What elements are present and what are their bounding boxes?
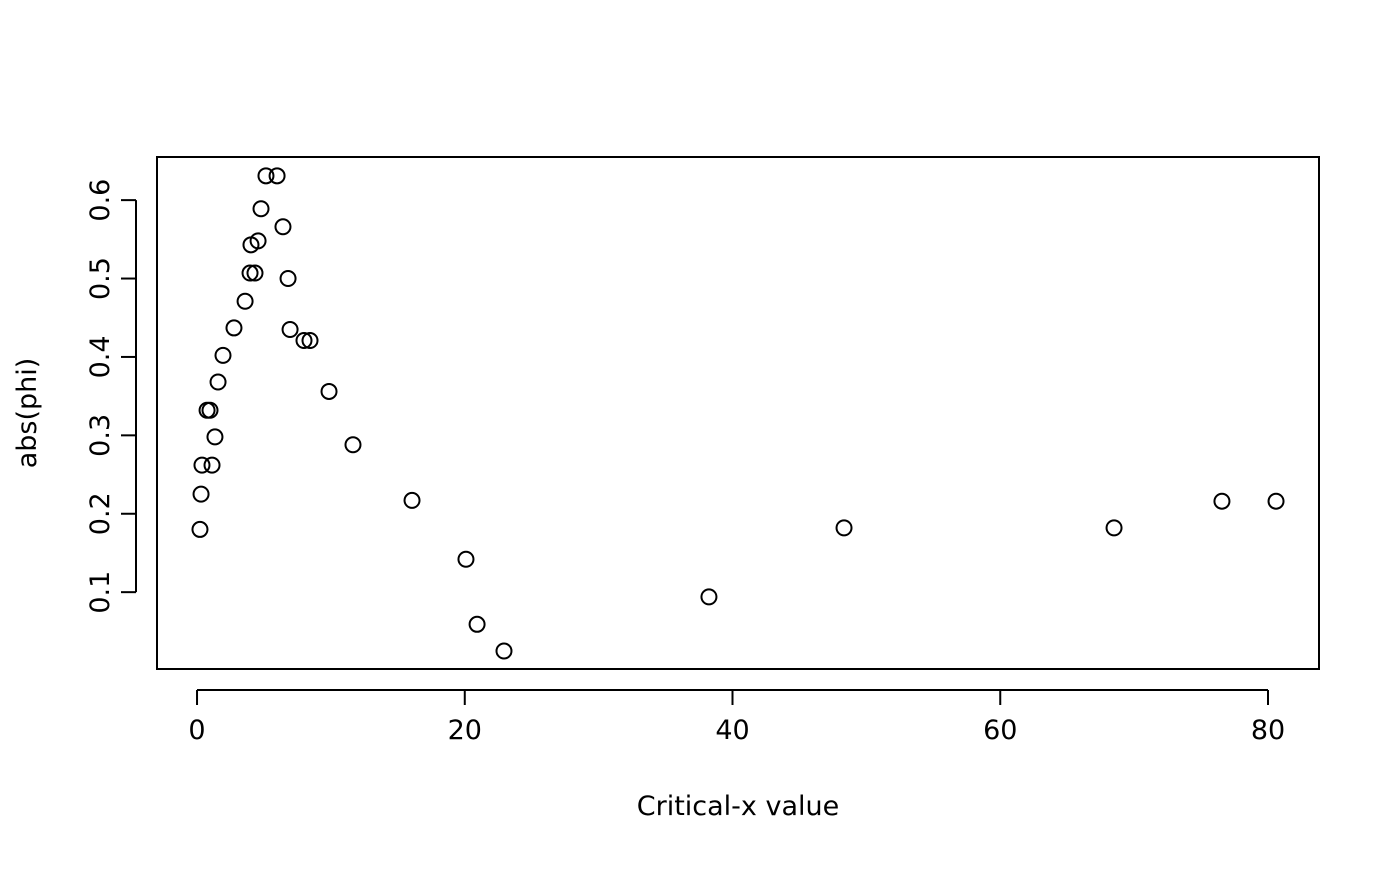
point — [192, 485, 210, 503]
point — [1267, 492, 1285, 510]
point — [249, 232, 267, 250]
point — [274, 218, 292, 236]
point — [457, 550, 475, 568]
plot-frame — [156, 156, 1320, 670]
point — [191, 520, 209, 538]
point — [193, 456, 211, 474]
point — [320, 382, 338, 400]
y-tick-label: 0.3 — [85, 414, 116, 457]
y-tick-label: 0.6 — [85, 179, 116, 222]
point — [700, 588, 718, 606]
point — [225, 319, 243, 337]
point — [257, 167, 275, 185]
point — [209, 373, 227, 391]
point — [281, 320, 299, 338]
point — [214, 346, 232, 364]
x-axis-label: Critical-x value — [637, 791, 840, 822]
x-tick-label: 60 — [983, 715, 1017, 746]
point — [241, 264, 259, 282]
point — [201, 401, 219, 419]
x-tick-label: 20 — [448, 715, 482, 746]
point — [1213, 492, 1231, 510]
y-tick-label: 0.4 — [85, 335, 116, 378]
point — [268, 167, 286, 185]
point — [279, 270, 297, 288]
point — [344, 436, 362, 454]
x-tick-label: 80 — [1251, 715, 1285, 746]
point — [203, 456, 221, 474]
point — [252, 200, 270, 218]
point — [206, 428, 224, 446]
point — [495, 642, 513, 660]
y-tick-label: 0.5 — [85, 257, 116, 300]
y-axis-label: abs(phi) — [12, 358, 43, 469]
point — [295, 331, 313, 349]
point — [246, 264, 264, 282]
x-tick-label: 40 — [715, 715, 749, 746]
point — [1105, 519, 1123, 537]
point — [236, 292, 254, 310]
point — [301, 331, 319, 349]
point — [468, 615, 486, 633]
x-tick-label: 0 — [188, 715, 205, 746]
y-tick-label: 0.1 — [85, 571, 116, 614]
point — [835, 519, 853, 537]
point — [403, 491, 421, 509]
y-tick-label: 0.2 — [85, 492, 116, 535]
